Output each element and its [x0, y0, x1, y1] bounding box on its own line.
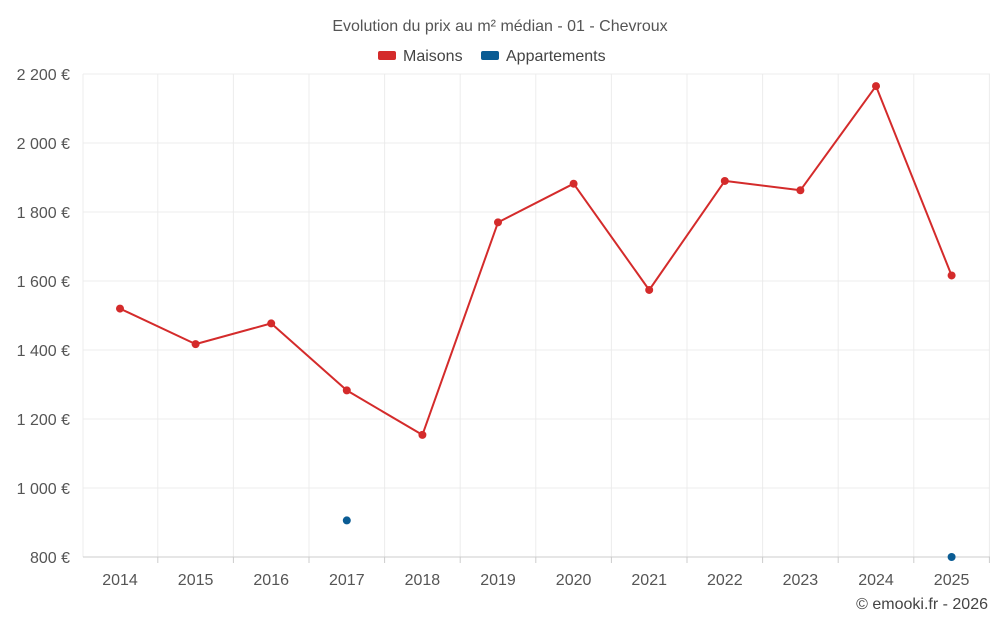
data-point-maisons[interactable]: [796, 186, 805, 195]
credit-text: © emooki.fr - 2026: [856, 596, 988, 613]
data-point-maisons[interactable]: [191, 340, 200, 349]
series-line-maisons: [119, 85, 953, 436]
y-tick-label: 1 400 €: [17, 343, 70, 360]
x-tick-label: 2020: [556, 572, 592, 589]
data-point-maisons[interactable]: [418, 430, 427, 439]
data-point-maisons[interactable]: [872, 82, 880, 91]
x-tick-label: 2019: [480, 572, 516, 589]
chart-title: Evolution du prix au m² médian - 01 - Ch…: [332, 18, 667, 35]
x-tick-label: 2014: [102, 572, 138, 589]
grid: [82, 73, 990, 557]
axes: 800 € 1 000 € 1 200 € 1 400 € 1 600 € 1 800 €…: [17, 67, 990, 589]
legend-item-appartements[interactable]: Appartements: [481, 48, 606, 65]
x-tick-label: 2025: [934, 572, 970, 589]
x-tick-label: 2022: [707, 572, 743, 589]
series-appartements: [342, 516, 956, 561]
y-tick-label: 1 600 €: [17, 274, 70, 291]
y-tick-label: 1 000 €: [17, 481, 70, 498]
x-tick-label: 2023: [783, 572, 819, 589]
y-tick-label: 1 800 €: [17, 205, 70, 222]
x-tick-label: 2017: [329, 572, 365, 589]
data-point-maisons[interactable]: [342, 386, 351, 395]
legend-label-appartements: Appartements: [506, 48, 606, 65]
data-point-maisons[interactable]: [720, 176, 729, 185]
y-tick-label: 2 000 €: [17, 136, 70, 153]
y-tick-label: 800 €: [30, 550, 70, 567]
data-point-maisons[interactable]: [116, 304, 124, 313]
legend-item-maisons[interactable]: Maisons: [378, 48, 463, 65]
data-point-maisons[interactable]: [947, 271, 956, 280]
data-point-maisons[interactable]: [267, 319, 276, 328]
legend-swatch-appartements: [481, 51, 499, 60]
data-point-appartements[interactable]: [342, 516, 351, 525]
x-tick-label: 2018: [405, 572, 441, 589]
data-point-maisons[interactable]: [569, 179, 578, 188]
data-point-maisons[interactable]: [645, 285, 654, 294]
legend: Maisons Appartements: [378, 48, 606, 65]
y-tick-label: 2 200 €: [17, 67, 70, 84]
legend-label-maisons: Maisons: [403, 48, 463, 65]
series-maisons: [116, 82, 956, 439]
x-tick-label: 2021: [631, 572, 667, 589]
x-tick-label: 2016: [253, 572, 289, 589]
series: [116, 82, 956, 561]
legend-swatch-maisons: [378, 51, 396, 60]
x-tick-label: 2024: [858, 572, 894, 589]
data-point-maisons[interactable]: [494, 218, 502, 227]
y-tick-label: 1 200 €: [17, 412, 70, 429]
data-point-appartements[interactable]: [947, 553, 956, 561]
x-tick-label: 2015: [178, 572, 214, 589]
